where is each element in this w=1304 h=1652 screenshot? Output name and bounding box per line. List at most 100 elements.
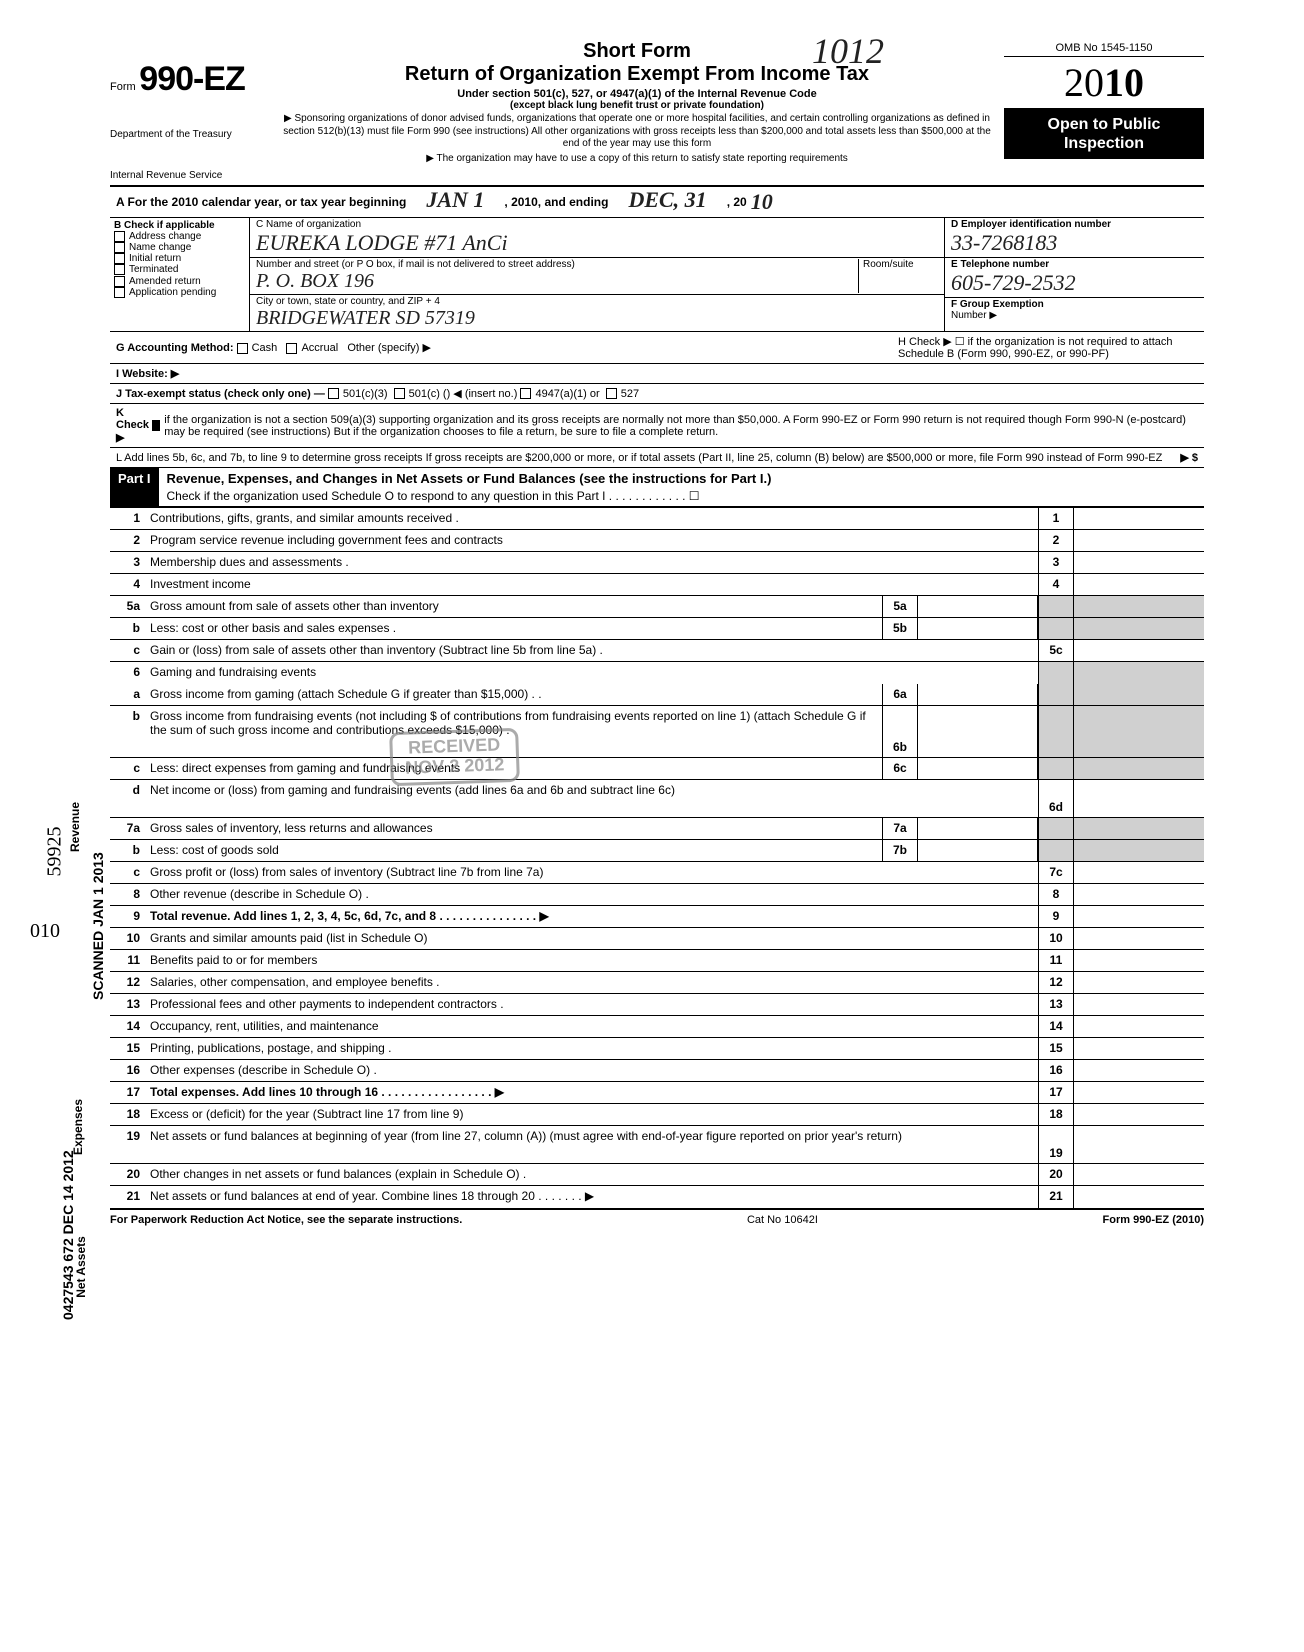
l7a-m: 7a [882,818,918,839]
l7c-r: 7c [1038,862,1074,883]
l21-val[interactable] [1074,1186,1204,1208]
l2-val[interactable] [1074,530,1204,551]
line-13: 13Professional fees and other payments t… [110,994,1204,1016]
l16-val[interactable] [1074,1060,1204,1081]
l7b-desc: Less: cost of goods sold [146,840,882,861]
l20-val[interactable] [1074,1164,1204,1185]
l5b-num: b [110,618,146,639]
chk-4947[interactable] [520,388,531,399]
l12-val[interactable] [1074,972,1204,993]
row-j: J Tax-exempt status (check only one) — 5… [110,384,1204,404]
line-15: 15Printing, publications, postage, and s… [110,1038,1204,1060]
l15-r: 15 [1038,1038,1074,1059]
row-g-h: G Accounting Method: Cash Accrual Other … [110,332,1204,364]
l4-val[interactable] [1074,574,1204,595]
l6b-rs [1038,706,1074,757]
line-7a: 7aGross sales of inventory, less returns… [110,818,1204,840]
chk-accrual[interactable] [286,343,297,354]
l7c-num: c [110,862,146,883]
l8-val[interactable] [1074,884,1204,905]
org-city-row: City or town, state or country, and ZIP … [250,295,944,331]
part1-title: Revenue, Expenses, and Changes in Net As… [159,468,1204,489]
l13-val[interactable] [1074,994,1204,1015]
lbl-insert: ) ◀ (insert no.) [447,387,518,400]
instructions-2: ▶ The organization may have to use a cop… [280,153,994,166]
l7a-rs [1038,818,1074,839]
chk-cash[interactable] [237,343,248,354]
l5c-val[interactable] [1074,640,1204,661]
row-h: H Check ▶ ☐ if the organization is not r… [898,335,1198,360]
row-l-arrow: ▶ $ [1180,451,1198,464]
l6c-val[interactable] [918,758,1038,779]
form-header: Form 990-EZ Department of the Treasury I… [110,40,1204,187]
group-sub: Number ▶ [951,310,1198,321]
l21-r: 21 [1038,1186,1074,1208]
l7a-val[interactable] [918,818,1038,839]
l17-desc: Total expenses. Add lines 10 through 16 … [146,1082,1038,1103]
l17-val[interactable] [1074,1082,1204,1103]
stamp-line2: NOV 2 2012 [405,755,505,778]
chk-pending[interactable]: Application pending [114,287,245,298]
l19-val[interactable] [1074,1126,1204,1163]
side-revenue: Revenue [68,802,82,852]
l1-val[interactable] [1074,508,1204,529]
chk-501c3[interactable] [328,388,339,399]
l21-desc: Net assets or fund balances at end of ye… [146,1186,1038,1208]
chk-527[interactable] [606,388,617,399]
l3-val[interactable] [1074,552,1204,573]
hw-phone: 605-729-2532 [951,270,1198,296]
l6b-val[interactable] [918,706,1038,757]
ein-row: D Employer identification number 33-7268… [945,218,1204,258]
margin-num: 010 [30,920,60,943]
chk-amended-label: Amended return [129,276,201,287]
l6d-val[interactable] [1074,780,1204,817]
chk-name[interactable]: Name change [114,242,245,253]
dept-treasury: Department of the Treasury [110,129,270,140]
l3-num: 3 [110,552,146,573]
l6a-rv [1074,684,1204,705]
l5c-desc: Gain or (loss) from sale of assets other… [146,640,1038,661]
handwritten-year-top: 1012 [812,30,884,72]
l9-val[interactable] [1074,906,1204,927]
l5b-val[interactable] [918,618,1038,639]
org-name-label: C Name of organization [256,219,938,230]
year-bold: 10 [1104,60,1144,105]
lbl-cash: Cash [252,342,278,354]
hw-end-year: 10 [751,189,773,215]
l6a-val[interactable] [918,684,1038,705]
chk-address[interactable]: Address change [114,231,245,242]
chk-k-checked[interactable] [152,420,160,431]
l18-val[interactable] [1074,1104,1204,1125]
side-expenses: Expenses [71,1099,85,1155]
chk-term[interactable]: Terminated [114,264,245,275]
l15-val[interactable] [1074,1038,1204,1059]
l5a-val[interactable] [918,596,1038,617]
l14-val[interactable] [1074,1016,1204,1037]
l4-desc: Investment income [146,574,1038,595]
chk-initial[interactable]: Initial return [114,253,245,264]
line-16: 16Other expenses (describe in Schedule O… [110,1060,1204,1082]
line-a: A For the 2010 calendar year, or tax yea… [110,187,1204,218]
margin-num2: 59925 [44,827,67,877]
l13-desc: Professional fees and other payments to … [146,994,1038,1015]
l13-num: 13 [110,994,146,1015]
l10-val[interactable] [1074,928,1204,949]
l7a-desc: Gross sales of inventory, less returns a… [146,818,882,839]
l11-val[interactable] [1074,950,1204,971]
l6c-rs [1038,758,1074,779]
l12-num: 12 [110,972,146,993]
l3-r: 3 [1038,552,1074,573]
row-l-text: L Add lines 5b, 6c, and 7b, to line 9 to… [116,452,1180,464]
l14-desc: Occupancy, rent, utilities, and maintena… [146,1016,1038,1037]
l7b-val[interactable] [918,840,1038,861]
chk-501c[interactable] [394,388,405,399]
l10-r: 10 [1038,928,1074,949]
l20-r: 20 [1038,1164,1074,1185]
chk-amended[interactable]: Amended return [114,276,245,287]
line-3: 3Membership dues and assessments .3 [110,552,1204,574]
subtitle-1: Under section 501(c), 527, or 4947(a)(1)… [280,88,994,100]
l7c-val[interactable] [1074,862,1204,883]
line-12: 12Salaries, other compensation, and empl… [110,972,1204,994]
row-k: K Check ▶ if the organization is not a s… [110,404,1204,448]
open-line2: Inspection [1064,135,1144,152]
